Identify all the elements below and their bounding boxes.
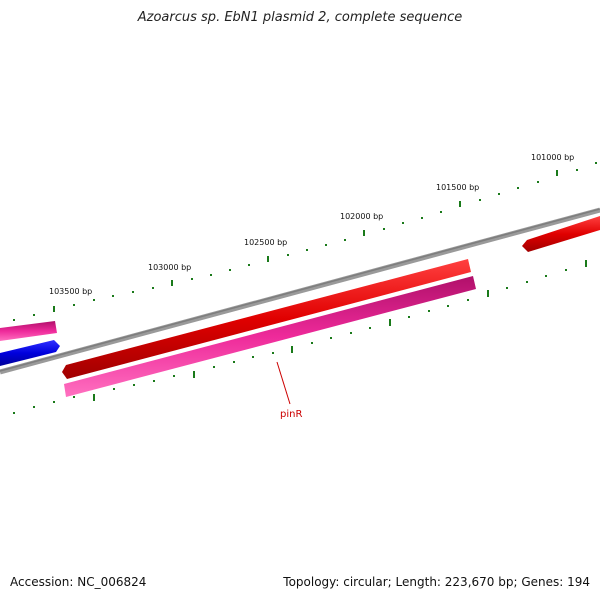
gene-reverse-pinR[interactable]: [64, 276, 476, 397]
plasmid-backbone-highlight: [0, 208, 600, 372]
plasmid-backbone: [0, 207, 600, 375]
scale-label: 103000 bp: [148, 263, 191, 272]
gene-label-pinR[interactable]: pinR: [280, 409, 302, 420]
scale-label: 102500 bp: [244, 238, 287, 247]
scale-label: 102000 bp: [340, 212, 383, 221]
inner-scale-ticks: [13, 260, 587, 414]
scale-labels: 101000 bp 101500 bp 102000 bp 102500 bp …: [49, 153, 574, 296]
map-title: Azoarcus sp. EbN1 plasmid 2, complete se…: [137, 10, 463, 25]
scale-label: 101000 bp: [531, 153, 574, 162]
sequence-summary: Topology: circular; Length: 223,670 bp; …: [283, 575, 590, 589]
outer-scale-ticks: [13, 162, 597, 321]
gene-blue-left[interactable]: [0, 340, 60, 366]
gene-forward-main[interactable]: [62, 259, 471, 379]
gene-label-line: [276, 361, 291, 405]
scale-label: 101500 bp: [436, 183, 479, 192]
scale-label: 103500 bp: [49, 287, 92, 296]
gene-forward-right[interactable]: [522, 216, 600, 252]
accession-text: Accession: NC_006824: [10, 575, 147, 589]
gene-reverse-left[interactable]: [0, 321, 57, 341]
